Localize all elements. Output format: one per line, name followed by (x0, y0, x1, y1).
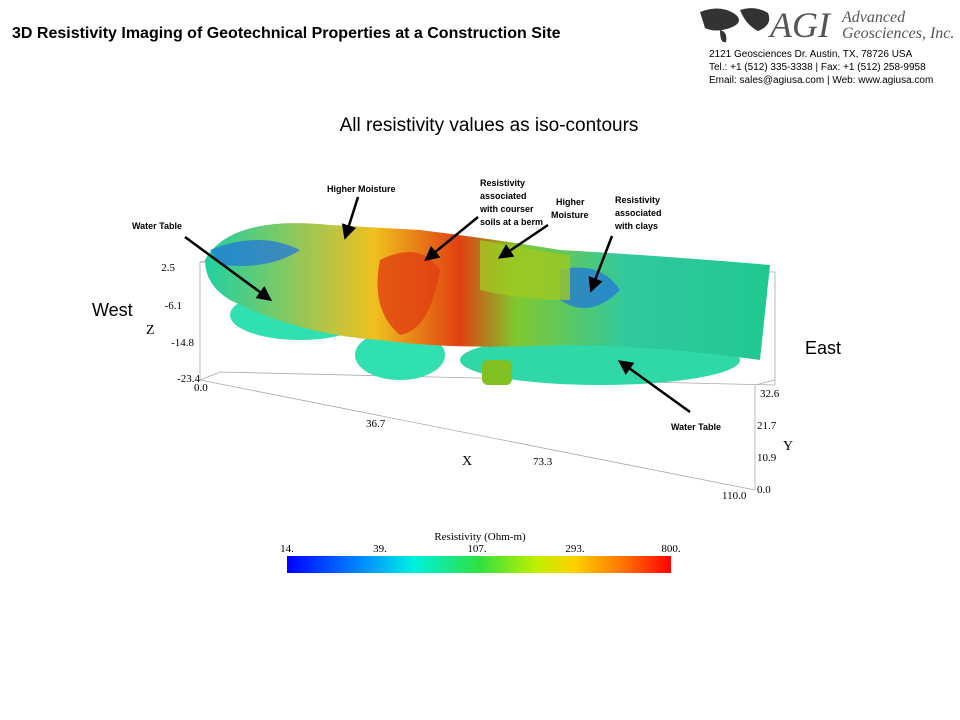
colorbar-tick-label: 800. (661, 543, 681, 555)
title: 3D Resistivity Imaging of Geotechnical P… (12, 25, 561, 42)
axis-label: Y (783, 439, 793, 454)
address: Email: sales@agiusa.com | Web: www.agius… (709, 75, 933, 86)
colorbar-tick-label: 39. (373, 543, 387, 555)
x-tick-label: 0.0 (194, 382, 208, 394)
logo-name: Geosciences, Inc. (842, 25, 954, 42)
annotation: with clays (614, 221, 658, 231)
annotation: Higher (556, 197, 585, 207)
annotation: Water Table (671, 422, 721, 432)
y-tick-label: 10.9 (757, 452, 777, 464)
direction-label: West (92, 300, 133, 320)
address: Tel.: +1 (512) 335-3338 | Fax: +1 (512) … (709, 62, 926, 73)
logo-name: Advanced (841, 9, 906, 26)
logo-mark: AGI (768, 5, 832, 45)
colorbar-tick-label: 107. (467, 543, 487, 555)
arrow (497, 223, 549, 259)
z-tick-label: 2.5 (161, 262, 175, 274)
annotation: associated (480, 191, 527, 201)
annotation: Moisture (551, 210, 589, 220)
arrow (184, 235, 273, 301)
annotation: Higher Moisture (327, 184, 396, 194)
arrow (617, 360, 691, 414)
colorbar: Resistivity (Ohm-m) 14. 39. 107. 293. 80… (280, 531, 681, 573)
axis-label: X (462, 454, 472, 469)
annotations: Water Table Higher Moisture Resistivity … (132, 178, 721, 432)
logo: AGI Advanced Geosciences, Inc. (700, 5, 954, 45)
annotation: soils at a berm (480, 217, 543, 227)
y-tick-label: 0.0 (757, 484, 771, 496)
x-tick-label: 73.3 (533, 456, 553, 468)
subtitle: All resistivity values as iso-contours (340, 115, 639, 136)
axis-label: Z (146, 323, 155, 338)
z-tick-label: -23.4 (177, 373, 200, 385)
colorbar-tick-label: 293. (565, 543, 585, 555)
address: 2121 Geosciences Dr. Austin, TX, 78726 U… (709, 49, 913, 60)
arrow (341, 196, 360, 240)
colorbar-title: Resistivity (Ohm-m) (434, 531, 526, 543)
annotation: Resistivity (480, 178, 525, 188)
annotation: associated (615, 208, 662, 218)
colorbar-tick-label: 14. (280, 543, 294, 555)
annotation: Water Table (132, 221, 182, 231)
x-tick-label: 36.7 (366, 418, 386, 430)
render-3d (199, 223, 776, 491)
arrow (588, 235, 614, 293)
arrow (424, 216, 479, 262)
y-tick-label: 32.6 (760, 388, 780, 400)
direction-label: East (805, 338, 841, 358)
annotation: with courser (479, 204, 534, 214)
y-tick-label: 21.7 (757, 420, 777, 432)
colorbar-scale (287, 556, 671, 573)
z-tick-label: -14.8 (171, 337, 194, 349)
x-tick-label: 110.0 (722, 490, 747, 502)
annotation: Resistivity (615, 195, 660, 205)
z-tick-label: -6.1 (165, 300, 182, 312)
